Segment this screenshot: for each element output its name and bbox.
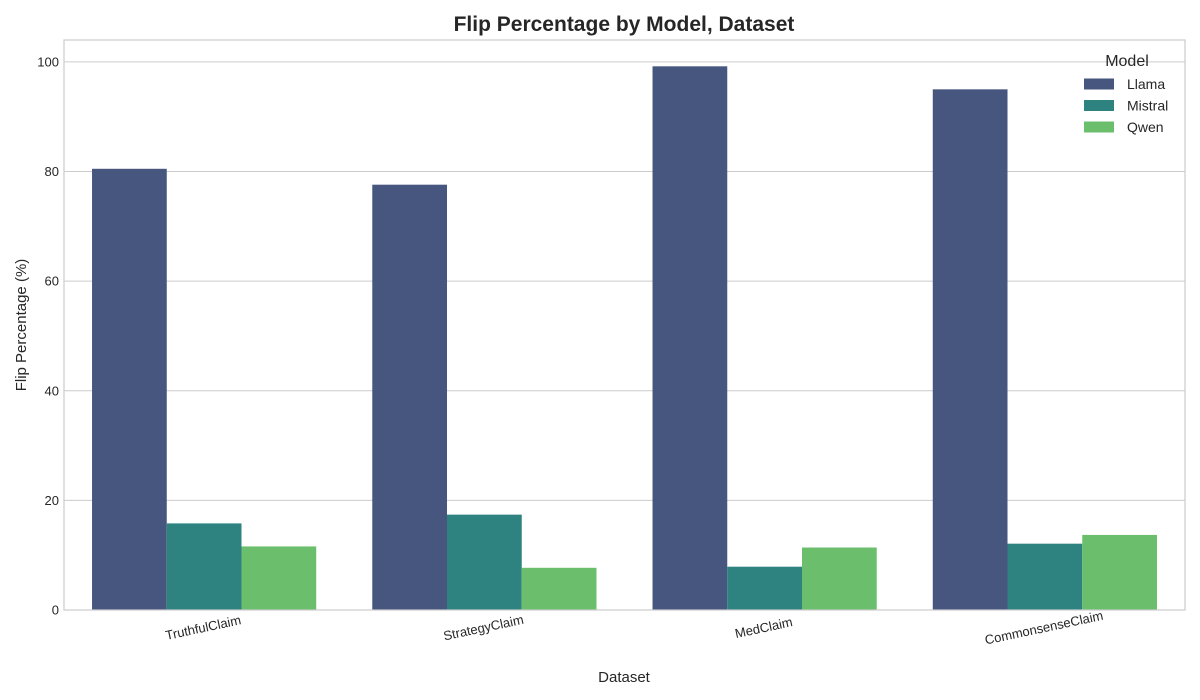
bar-qwen-commonsenseclaim <box>1082 534 1157 610</box>
x-axis-label: Dataset <box>598 669 651 686</box>
bar-llama-truthfulclaim <box>92 168 167 610</box>
y-tick-label: 40 <box>45 383 59 398</box>
legend-label-mistral: Mistral <box>1127 98 1168 114</box>
legend-swatch-llama <box>1084 78 1114 90</box>
bar-mistral-commonsenseclaim <box>1007 543 1083 610</box>
bar-llama-medclaim <box>652 66 728 611</box>
bar-qwen-medclaim <box>801 547 877 610</box>
y-tick-label: 60 <box>45 274 59 289</box>
legend-swatch-qwen <box>1084 121 1114 133</box>
bar-qwen-strategyclaim <box>521 567 597 610</box>
bar-llama-strategyclaim <box>372 184 448 610</box>
bars <box>92 66 1157 611</box>
legend-label-qwen: Qwen <box>1127 119 1164 135</box>
legend-swatch-mistral <box>1084 100 1114 111</box>
legend-title: Model <box>1105 53 1149 70</box>
plot-frame <box>63 39 1186 611</box>
legend: Model Llama Mistral Qwen <box>1084 53 1168 135</box>
bar-qwen-truthfulclaim <box>241 546 317 610</box>
legend-label-llama: Llama <box>1127 76 1165 92</box>
bar-llama-commonsenseclaim <box>932 89 1008 611</box>
y-tick-label: 20 <box>45 493 59 508</box>
y-tick-labels: 0 20 40 60 80 100 <box>37 54 59 617</box>
chart-title: Flip Percentage by Model, Dataset <box>454 13 795 36</box>
bar-mistral-strategyclaim <box>447 514 522 610</box>
y-tick-label: 0 <box>52 603 59 618</box>
bar-mistral-medclaim <box>727 566 802 610</box>
y-tick-label: 80 <box>45 164 59 179</box>
y-axis-label: Flip Percentage (%) <box>13 259 30 392</box>
bar-mistral-truthfulclaim <box>166 523 242 610</box>
y-tick-label: 100 <box>37 54 59 69</box>
